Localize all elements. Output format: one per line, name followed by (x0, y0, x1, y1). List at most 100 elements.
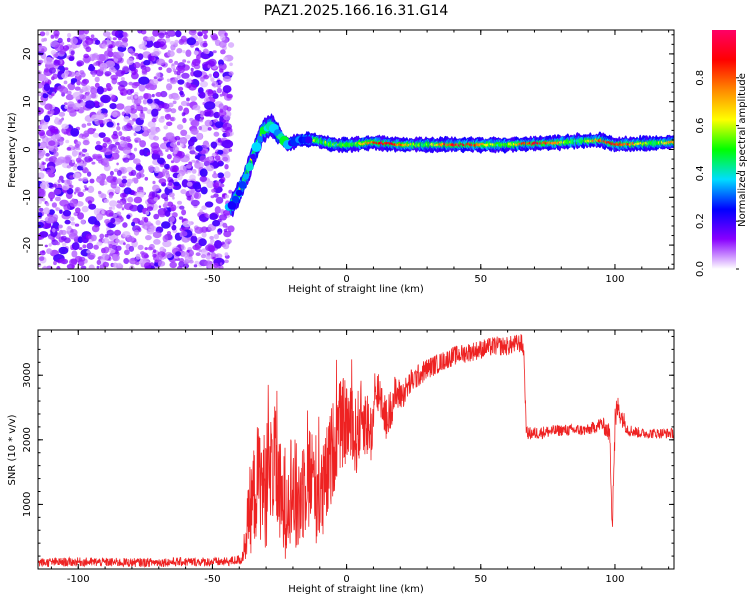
spectrogram-noise-blob (180, 244, 185, 249)
spectrogram-noise-blob (79, 70, 85, 75)
spectrogram-x-tick-label: -100 (67, 274, 90, 285)
spectrogram-noise-blob (44, 77, 49, 82)
spectrogram-noise-blob (115, 245, 122, 251)
spectrogram-noise-blob (188, 139, 195, 147)
spectrogram-noise-blob (64, 105, 68, 110)
spectrogram-noise-blob (93, 244, 99, 250)
spectrogram-noise-blob (38, 256, 45, 261)
spectrogram-noise-blob (76, 61, 83, 67)
spectrogram-noise-blob (38, 107, 44, 115)
spectrogram-noise-blob (90, 93, 97, 99)
spectrogram-noise-blob (38, 142, 41, 147)
spectrogram-noise-blob (207, 264, 213, 269)
spectrogram-noise-blob (68, 56, 75, 61)
spectrogram-noise-blob (75, 157, 82, 163)
spectrogram-noise-blob (166, 78, 171, 83)
spectrogram-noise-blob (152, 51, 160, 57)
spectrogram-noise-blob (174, 60, 179, 65)
spectrogram-noise-blob (50, 229, 58, 238)
spectrogram-noise-blob (67, 83, 74, 89)
spectrogram-noise-blob (170, 108, 177, 114)
spectrogram-noise-blob (132, 82, 138, 86)
spectrogram-noise-blob (142, 223, 151, 230)
spectrogram-noise-blob (184, 134, 191, 140)
spectrogram-noise-blob (176, 48, 183, 54)
spectrogram-noise-blob (45, 157, 50, 162)
spectrogram-noise-blob (210, 78, 214, 83)
spectrogram-noise-blob (210, 141, 218, 149)
spectrogram-noise-blob (53, 53, 58, 58)
spectrogram-noise-blob (105, 209, 114, 217)
spectrogram-noise-blob (122, 70, 126, 74)
spectrogram-noise-blob (66, 37, 71, 43)
spectrogram-noise-blob (110, 217, 116, 224)
spectrogram-noise-blob (132, 158, 141, 165)
spectrogram-noise-blob (71, 159, 75, 163)
spectrogram-noise-blob (224, 171, 231, 179)
colorbar-tick-label: 0.8 (695, 70, 706, 86)
spectrogram-noise-blob (182, 59, 187, 63)
spectrogram-noise-blob (151, 93, 155, 98)
spectrogram-noise-blob (186, 181, 193, 187)
spectrogram-noise-blob (56, 265, 61, 269)
spectrogram-noise-blob (74, 255, 83, 263)
spectrogram-noise-blob (76, 201, 84, 207)
spectrogram-noise-blob (147, 121, 156, 128)
spectrogram-noise-blob (74, 186, 81, 194)
spectrogram-noise-blob (115, 178, 123, 185)
spectrogram-noise-blob (118, 32, 124, 38)
snr-y-tick-label: 2000 (22, 427, 33, 452)
spectrogram-noise-region (38, 30, 235, 269)
spectrogram-noise-blob (86, 250, 91, 254)
spectrogram-noise-blob (106, 175, 116, 183)
spectrogram-noise-blob (213, 72, 219, 77)
spectrogram-noise-blob (67, 32, 72, 38)
spectrogram-noise-blob (117, 200, 121, 204)
spectrogram-noise-blob (203, 74, 209, 80)
spectrogram-noise-blob (63, 80, 68, 85)
spectrogram-noise-blob (194, 245, 201, 251)
spectrogram-noise-blob (120, 77, 125, 81)
spectrogram-noise-blob (224, 259, 229, 264)
spectrogram-noise-blob (45, 31, 50, 36)
spectrogram-noise-blob (178, 260, 185, 268)
spectrogram-noise-blob (42, 162, 46, 165)
spectrogram-noise-blob (88, 203, 97, 210)
spectrogram-noise-blob (136, 56, 139, 60)
spectrogram-noise-blob (221, 139, 234, 149)
spectrogram-noise-blob (115, 238, 120, 243)
spectrogram-noise-blob (55, 117, 59, 120)
spectrogram-noise-blob (137, 30, 143, 34)
spectrogram-noise-blob (194, 152, 199, 156)
spectrogram-noise-blob (92, 132, 100, 138)
spectrogram-noise-blob (180, 231, 188, 237)
spectrogram-noise-blob (38, 207, 44, 212)
spectrogram-noise-blob (185, 49, 192, 57)
spectrogram-noise-blob (177, 66, 185, 74)
spectrogram-noise-blob (48, 243, 52, 247)
spectrogram-noise-blob (172, 196, 175, 200)
spectrogram-noise-blob (60, 104, 66, 110)
spectrogram-noise-blob (57, 85, 64, 92)
spectrogram-noise-blob (39, 250, 46, 256)
spectrogram-noise-blob (192, 182, 202, 190)
spectrogram-noise-blob (38, 188, 46, 196)
spectrogram-noise-blob (93, 128, 97, 132)
spectrogram-noise-blob (143, 217, 149, 223)
spectrogram-noise-blob (79, 94, 87, 100)
spectrogram-noise-blob (88, 264, 95, 269)
spectrogram-noise-blob (200, 186, 208, 195)
spectrogram-noise-blob (39, 123, 49, 130)
spectrogram-noise-blob (42, 93, 49, 99)
spectrogram-noise-blob (198, 238, 207, 247)
spectrogram-noise-blob (163, 125, 168, 130)
spectrogram-noise-blob (80, 101, 86, 107)
spectrogram-noise-blob (112, 147, 119, 153)
spectrogram-noise-blob (48, 140, 56, 146)
spectrogram-noise-blob (61, 184, 70, 191)
spectrogram-noise-blob (105, 60, 116, 68)
spectrogram-noise-blob (70, 184, 74, 189)
spectrogram-noise-blob (110, 181, 117, 189)
spectrogram-noise-blob (168, 182, 173, 187)
spectrogram-noise-blob (67, 225, 72, 230)
